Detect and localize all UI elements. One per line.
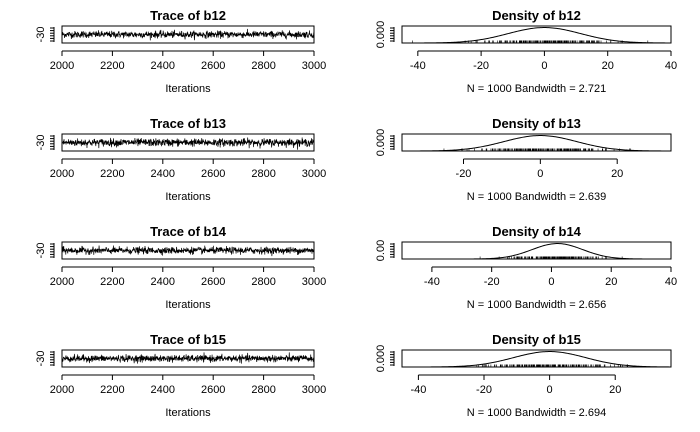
density-subtitle: N = 1000 Bandwidth = 2.656	[467, 299, 606, 311]
x-axis-label: Iterations	[165, 191, 211, 203]
density-subtitle: N = 1000 Bandwidth = 2.694	[467, 407, 606, 419]
y-tick-label: -30	[35, 27, 47, 43]
panel-title: Trace of b13	[150, 116, 226, 131]
x-tick-label: -20	[473, 60, 489, 72]
x-tick-label: 3000	[302, 60, 326, 72]
x-tick-label: -40	[410, 60, 426, 72]
x-tick-label: 2000	[50, 276, 74, 288]
x-tick-label: 20	[611, 168, 623, 180]
x-tick-label: 20	[602, 60, 614, 72]
x-tick-label: 3000	[302, 168, 326, 180]
x-tick-label: 2800	[251, 384, 275, 396]
density-curve	[402, 243, 671, 260]
density-curve	[402, 135, 671, 152]
x-axis-label: Iterations	[165, 299, 211, 311]
x-tick-label: 40	[665, 276, 677, 288]
x-tick-label: -40	[410, 384, 426, 396]
plot-frame	[401, 241, 672, 260]
density-panel-14: Density of b14 -40 -20 0 20 40 0.00 N = 1000 Ba…	[375, 224, 677, 311]
y-tick-label: 0.000	[375, 21, 387, 49]
x-tick-label: 0	[547, 384, 553, 396]
x-tick-label: 0	[537, 168, 543, 180]
panel-title: Density of b14	[492, 224, 582, 239]
trace-series-line	[61, 28, 315, 41]
panel-title: Density of b13	[492, 116, 581, 131]
x-tick-label: 2200	[100, 384, 124, 396]
y-tick-label: -30	[35, 351, 47, 367]
x-tick-label: -20	[484, 276, 500, 288]
x-tick-label: -40	[424, 276, 440, 288]
x-tick-label: -20	[456, 168, 472, 180]
x-tick-label: 2400	[151, 60, 175, 72]
x-tick-label: 2400	[151, 276, 175, 288]
x-tick-label: 3000	[302, 276, 326, 288]
x-tick-label: 2800	[251, 60, 275, 72]
panel-title: Trace of b15	[150, 332, 226, 347]
rug-marks	[479, 256, 623, 259]
rug-marks	[412, 40, 649, 43]
plot-frame	[401, 25, 672, 44]
x-tick-label: 2600	[201, 384, 225, 396]
x-tick-label: 40	[665, 60, 677, 72]
x-tick-label: 20	[609, 384, 621, 396]
trace-panel-14: Trace of b14 2000 2200 2400 2600 2800 3000 -30 I…	[35, 224, 326, 311]
density-panel-13: Density of b13 -20 0 20 0.000 N = 1000 Bandwi…	[375, 116, 672, 203]
rug-marks	[443, 148, 632, 151]
rug-marks	[476, 364, 628, 367]
x-axis-label: Iterations	[165, 407, 211, 419]
x-tick-label: 2200	[100, 168, 124, 180]
trace-panel-12: Trace of b12 2000 2200 2400 2600 2800 3000 -30 I…	[35, 8, 326, 95]
x-tick-label: 2400	[151, 384, 175, 396]
y-tick-label: 0.000	[375, 345, 387, 373]
density-curve	[402, 351, 672, 368]
x-tick-label: 2400	[151, 168, 175, 180]
x-tick-label: 0	[541, 60, 547, 72]
density-curve	[402, 27, 671, 44]
trace-series-line	[61, 352, 315, 364]
x-tick-label: 2200	[100, 276, 124, 288]
x-tick-label: 2600	[201, 60, 225, 72]
panel-title: Trace of b12	[150, 8, 226, 23]
x-tick-label: 0	[548, 276, 554, 288]
panel-title: Density of b12	[492, 8, 581, 23]
trace-series-line	[61, 137, 315, 150]
x-tick-label: 2000	[50, 60, 74, 72]
y-tick-label: 0.000	[375, 129, 387, 157]
trace-panel-15: Trace of b15 2000 2200 2400 2600 2800 3000 -30 I…	[35, 332, 326, 419]
x-tick-label: 2800	[251, 276, 275, 288]
y-tick-label: -30	[35, 135, 47, 151]
panel-title: Trace of b14	[150, 224, 227, 239]
x-tick-label: -20	[476, 384, 492, 396]
x-tick-label: 2600	[201, 168, 225, 180]
density-panel-12: Density of b12 -40 -20 0 20 40 0.000 N = 1000 B…	[375, 8, 677, 95]
x-tick-label: 2600	[201, 276, 225, 288]
density-subtitle: N = 1000 Bandwidth = 2.639	[467, 191, 606, 203]
y-tick-label: 0.00	[375, 240, 387, 261]
panel-title: Density of b15	[492, 332, 581, 347]
density-subtitle: N = 1000 Bandwidth = 2.721	[467, 83, 606, 95]
x-tick-label: 2800	[251, 168, 275, 180]
x-tick-label: 2000	[50, 168, 74, 180]
x-tick-label: 2000	[50, 384, 74, 396]
x-axis-label: Iterations	[165, 83, 211, 95]
trace-panel-13: Trace of b13 2000 2200 2400 2600 2800 3000 -30 I…	[35, 116, 326, 203]
y-tick-label: -30	[35, 243, 47, 259]
density-panel-15: Density of b15 -40 -20 0 20 0.000 N = 1000 Ban…	[375, 332, 672, 419]
x-tick-label: 20	[605, 276, 617, 288]
x-tick-label: 3000	[302, 384, 326, 396]
trace-series-line	[61, 245, 315, 257]
x-tick-label: 2200	[100, 60, 124, 72]
plot-frame	[401, 133, 672, 152]
